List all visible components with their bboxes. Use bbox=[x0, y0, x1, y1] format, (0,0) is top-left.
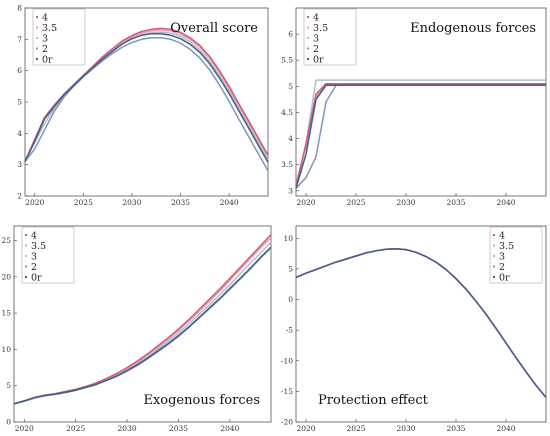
x-tick-label: 2025 bbox=[74, 198, 93, 207]
y-tick-label: 0 bbox=[6, 418, 11, 427]
x-tick-label: 2020 bbox=[15, 424, 34, 433]
legend-label: 0r bbox=[499, 273, 510, 284]
series-line-0r bbox=[295, 84, 546, 189]
y-tick-label: 5 bbox=[288, 264, 293, 273]
legend-box bbox=[303, 8, 357, 66]
legend-label: 3.5 bbox=[313, 23, 328, 34]
x-tick-label: 2040 bbox=[220, 424, 239, 433]
x-tick-label: 2030 bbox=[396, 424, 415, 433]
x-tick-label: 2035 bbox=[446, 424, 465, 433]
legend-label: 0r bbox=[313, 55, 324, 66]
x-tick-label: 2040 bbox=[496, 424, 515, 433]
legend-label: 2 bbox=[42, 44, 48, 55]
y-tick-label: 15 bbox=[1, 309, 11, 318]
x-tick-label: 2030 bbox=[396, 198, 415, 207]
x-tick-label: 2020 bbox=[296, 198, 315, 207]
series-line-0r bbox=[24, 32, 269, 163]
x-tick-label: 2020 bbox=[25, 198, 44, 207]
legend-label: 3.5 bbox=[499, 241, 514, 252]
series-line-4 bbox=[295, 82, 546, 186]
x-tick-label: 2040 bbox=[496, 198, 515, 207]
x-tick-label: 2030 bbox=[118, 424, 137, 433]
y-tick-label: 10 bbox=[283, 234, 293, 243]
x-tick-label: 2025 bbox=[346, 198, 365, 207]
legend-box bbox=[32, 8, 86, 66]
y-tick-label: 5.5 bbox=[281, 56, 293, 65]
legend-label: 4 bbox=[31, 231, 37, 242]
series-line-2 bbox=[24, 37, 269, 172]
y-tick-label: -20 bbox=[281, 418, 293, 427]
y-tick-label: 0 bbox=[288, 295, 293, 304]
legend-label: 4 bbox=[313, 13, 319, 24]
plot-frame bbox=[295, 7, 547, 197]
x-tick-label: 2040 bbox=[220, 198, 239, 207]
y-tick-label: 7 bbox=[17, 35, 22, 44]
y-tick-label: 3 bbox=[288, 186, 293, 195]
y-tick-label: 5 bbox=[288, 82, 293, 91]
chart-panel-4: 2020 2025 2030 2035 2040 -20 -15 -10 -5 0 5 10 Prote… bbox=[281, 225, 547, 433]
x-tick-label: 2030 bbox=[122, 198, 141, 207]
chart-title: Exogenous forces bbox=[143, 393, 260, 408]
y-tick-label: 4 bbox=[17, 129, 22, 138]
legend-box bbox=[21, 226, 75, 284]
legend-label: 4 bbox=[42, 13, 48, 24]
series-line-3 bbox=[295, 79, 546, 186]
y-tick-label: 6 bbox=[288, 30, 293, 39]
legend-label: 3.5 bbox=[31, 241, 46, 252]
chart-title: Overall score bbox=[170, 21, 258, 36]
y-tick-label: 25 bbox=[1, 236, 11, 245]
y-tick-label: 20 bbox=[1, 272, 11, 281]
y-tick-label: 5 bbox=[6, 381, 11, 390]
y-tick-label: 5 bbox=[17, 98, 22, 107]
y-tick-label: 8 bbox=[17, 4, 22, 13]
legend-label: 3 bbox=[499, 252, 505, 263]
y-tick-label: 4 bbox=[288, 134, 293, 143]
legend-label: 3.5 bbox=[42, 23, 57, 34]
y-tick-label: 4.5 bbox=[281, 108, 293, 117]
series-line-3.5 bbox=[295, 84, 546, 186]
legend-label: 2 bbox=[31, 262, 37, 273]
x-tick-label: 2035 bbox=[446, 198, 465, 207]
y-tick-label: -15 bbox=[281, 387, 293, 396]
y-tick-label: 10 bbox=[1, 345, 11, 354]
legend-label: 3 bbox=[313, 34, 319, 45]
y-tick-label: -10 bbox=[281, 356, 293, 365]
legend-label: 2 bbox=[313, 44, 319, 55]
plot-frame bbox=[13, 225, 272, 423]
x-tick-label: 2035 bbox=[169, 424, 188, 433]
plot-frame bbox=[295, 225, 547, 423]
legend-label: 4 bbox=[499, 231, 505, 242]
y-tick-label: 3 bbox=[17, 160, 22, 169]
y-tick-label: 3.5 bbox=[281, 160, 293, 169]
y-tick-label: -5 bbox=[286, 326, 294, 335]
legend-label: 0r bbox=[42, 55, 53, 66]
x-tick-label: 2035 bbox=[171, 198, 190, 207]
series-line-0r bbox=[13, 246, 272, 405]
x-tick-label: 2025 bbox=[346, 424, 365, 433]
y-tick-label: 2 bbox=[17, 192, 22, 201]
legend-box bbox=[489, 226, 543, 284]
legend-label: 0r bbox=[31, 273, 42, 284]
legend-label: 2 bbox=[499, 262, 505, 273]
x-tick-label: 2020 bbox=[296, 424, 315, 433]
legend-label: 3 bbox=[42, 34, 48, 45]
series-line-0r bbox=[295, 247, 547, 398]
series-line-2 bbox=[295, 84, 546, 189]
chart-panel-3: 2020 2025 2030 2035 20400510152025Exogenous … bbox=[1, 225, 272, 433]
y-tick-label: 6 bbox=[17, 66, 22, 75]
x-tick-label: 2025 bbox=[66, 424, 85, 433]
legend-label: 3 bbox=[31, 252, 37, 263]
chart-title: Endogenous forces bbox=[410, 21, 536, 36]
chart-title: Protection effect bbox=[318, 393, 429, 408]
